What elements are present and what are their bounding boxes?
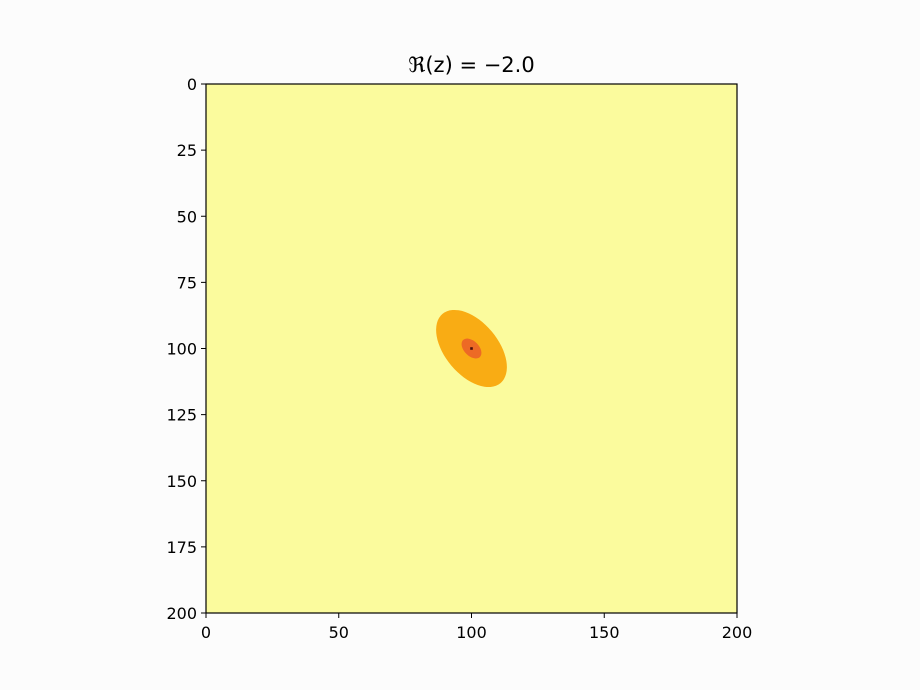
y-tick-label: 75 bbox=[177, 273, 197, 292]
x-tick-label: 100 bbox=[456, 623, 487, 642]
y-tick-label: 200 bbox=[166, 604, 197, 623]
x-tick-label: 200 bbox=[722, 623, 753, 642]
y-tick-label: 150 bbox=[166, 472, 197, 491]
x-tick-label: 50 bbox=[329, 623, 349, 642]
heatmap-regions bbox=[436, 309, 507, 388]
y-tick-label: 125 bbox=[166, 406, 197, 425]
y-tick-label: 25 bbox=[177, 141, 197, 160]
heatmap-level-4 bbox=[470, 347, 473, 350]
plot-area bbox=[206, 84, 737, 613]
y-axis: 0 25 50 75 100 125 150 175 200 bbox=[166, 75, 206, 623]
x-axis: 0 50 100 150 200 bbox=[201, 613, 752, 642]
y-tick-label: 50 bbox=[177, 207, 197, 226]
chart-title: ℜ(z) = −2.0 bbox=[408, 53, 534, 77]
y-tick-label: 175 bbox=[166, 538, 197, 557]
x-tick-label: 0 bbox=[201, 623, 211, 642]
y-tick-label: 100 bbox=[166, 340, 197, 359]
x-tick-label: 150 bbox=[589, 623, 620, 642]
y-tick-label: 0 bbox=[187, 75, 197, 94]
